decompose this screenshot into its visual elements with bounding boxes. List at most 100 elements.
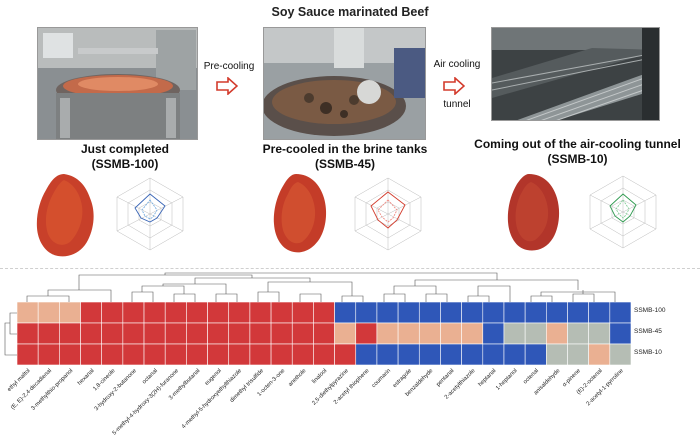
heatmap-cell: [418, 343, 441, 366]
heatmap-cell: [228, 301, 251, 324]
photo-just-completed: [37, 27, 198, 140]
heatmap-cell: [270, 322, 293, 345]
heatmap-cell: [397, 343, 420, 366]
beef-image-ssmb-45: [270, 172, 330, 256]
heatmap-column-label: anethole: [287, 368, 308, 388]
heatmap-cell: [164, 322, 187, 345]
photo-brine-tanks: [263, 27, 426, 140]
heatmap-cell: [101, 301, 124, 324]
stage-label-ssmb-45: Pre-cooled in the brine tanks (SSMB-45): [240, 142, 450, 172]
photo-air-cooling-tunnel: [491, 27, 660, 121]
heatmap-cell: [101, 343, 124, 366]
heatmap-cell: [80, 343, 102, 366]
heatmap-cell: [16, 301, 39, 324]
row-dendrogram: [2, 303, 18, 371]
heatmap-cell: [59, 301, 81, 324]
heatmap-cell: [186, 322, 208, 345]
heatmap-cell: [397, 322, 420, 345]
heatmap-cell: [186, 343, 208, 366]
heatmap-cell: [291, 301, 314, 324]
figure-title: Soy Sauce marinated Beef: [271, 5, 429, 19]
heatmap-cell: [588, 322, 611, 345]
heatmap-cell: [588, 343, 611, 366]
heatmap-cell: [376, 301, 399, 324]
heatmap-cell: [228, 343, 251, 366]
heatmap-cell: [334, 322, 357, 345]
heatmap-cell: [143, 343, 166, 366]
heatmap-cell: [101, 322, 124, 345]
heatmap-cell: [355, 301, 378, 324]
heatmap: [16, 301, 632, 366]
radar-chart-ssmb-45: [333, 170, 443, 263]
heatmap-cell: [567, 322, 589, 345]
heatmap-cell: [461, 343, 484, 366]
beef-image-ssmb-10: [505, 172, 563, 254]
heatmap-cell: [207, 301, 230, 324]
heatmap-cell: [355, 343, 378, 366]
heatmap-cell: [122, 322, 145, 345]
heatmap-cell: [418, 322, 441, 345]
heatmap-cell: [37, 343, 60, 366]
heatmap-cell: [207, 322, 230, 345]
heatmap-column-label: 2-acetyl-1-pyrroline: [585, 368, 625, 408]
stage-code: (SSMB-45): [314, 157, 375, 171]
heatmap-column-label: linalool: [311, 368, 329, 386]
heatmap-cell: [59, 343, 81, 366]
stage-code: (SSMB-10): [547, 152, 608, 166]
heatmap-cell: [546, 301, 568, 324]
process-arrow-icon: [443, 76, 466, 100]
heatmap-column-label: estragole: [391, 368, 413, 390]
heatmap-cell: [482, 343, 505, 366]
heatmap-cell: [249, 343, 272, 366]
heatmap-column-label: hexanal: [76, 368, 96, 387]
heatmap-cell: [37, 322, 60, 345]
heatmap-cell: [270, 301, 293, 324]
heatmap-row-label: SSMB-45: [634, 328, 662, 335]
heatmap-cell: [355, 322, 378, 345]
heatmap-cell: [143, 322, 166, 345]
heatmap-column-label: heptanal: [477, 368, 498, 388]
column-dendrogram: [17, 272, 632, 307]
heatmap-cell: [524, 301, 547, 324]
radar-chart-ssmb-10: [568, 168, 678, 261]
heatmap-column-label: 3-methylthio-propanol: [30, 368, 75, 412]
tunnel-label: tunnel: [443, 99, 471, 110]
heatmap-cell: [164, 301, 187, 324]
heatmap-cell: [567, 343, 589, 366]
heatmap-column-label: octenal: [522, 368, 540, 386]
heatmap-cell: [461, 322, 484, 345]
air-cooling-label: Air cooling: [433, 59, 481, 70]
process-arrow-icon: [216, 76, 239, 100]
heatmap-cell: [291, 322, 314, 345]
heatmap-cell: [546, 343, 568, 366]
heatmap-cell: [59, 322, 81, 345]
heatmap-cell: [482, 322, 505, 345]
heatmap-cell: [524, 343, 547, 366]
heatmap-cell: [249, 301, 272, 324]
heatmap-cell: [313, 343, 335, 366]
heatmap-cell: [397, 301, 420, 324]
stage-name: Coming out of the air-cooling tunnel: [474, 137, 681, 151]
heatmap-cell: [440, 301, 462, 324]
heatmap-column-label: coumarin: [370, 368, 392, 390]
heatmap-cell: [291, 343, 314, 366]
heatmap-cell: [207, 343, 230, 366]
heatmap-cell: [16, 322, 39, 345]
heatmap-cell: [164, 343, 187, 366]
heatmap-column-label: eugenol: [203, 368, 223, 387]
stage-label-ssmb-10: Coming out of the air-cooling tunnel (SS…: [455, 137, 700, 167]
heatmap-cell: [418, 301, 441, 324]
heatmap-row-label: SSMB-100: [634, 307, 666, 314]
heatmap-row-label: SSMB-10: [634, 349, 662, 356]
heatmap-cell: [461, 301, 484, 324]
heatmap-cell: [80, 322, 102, 345]
heatmap-cell: [482, 301, 505, 324]
heatmap-cell: [609, 301, 632, 324]
heatmap-column-label: 1-heptanol: [495, 368, 519, 392]
heatmap-cell: [376, 322, 399, 345]
heatmap-column-label: (E, E)-2,4-decadienal: [10, 368, 54, 411]
heatmap-cell: [503, 343, 526, 366]
heatmap-column-label: pentanal: [435, 368, 456, 388]
heatmap-cell: [588, 301, 611, 324]
heatmap-column-label: octanal: [141, 368, 159, 386]
